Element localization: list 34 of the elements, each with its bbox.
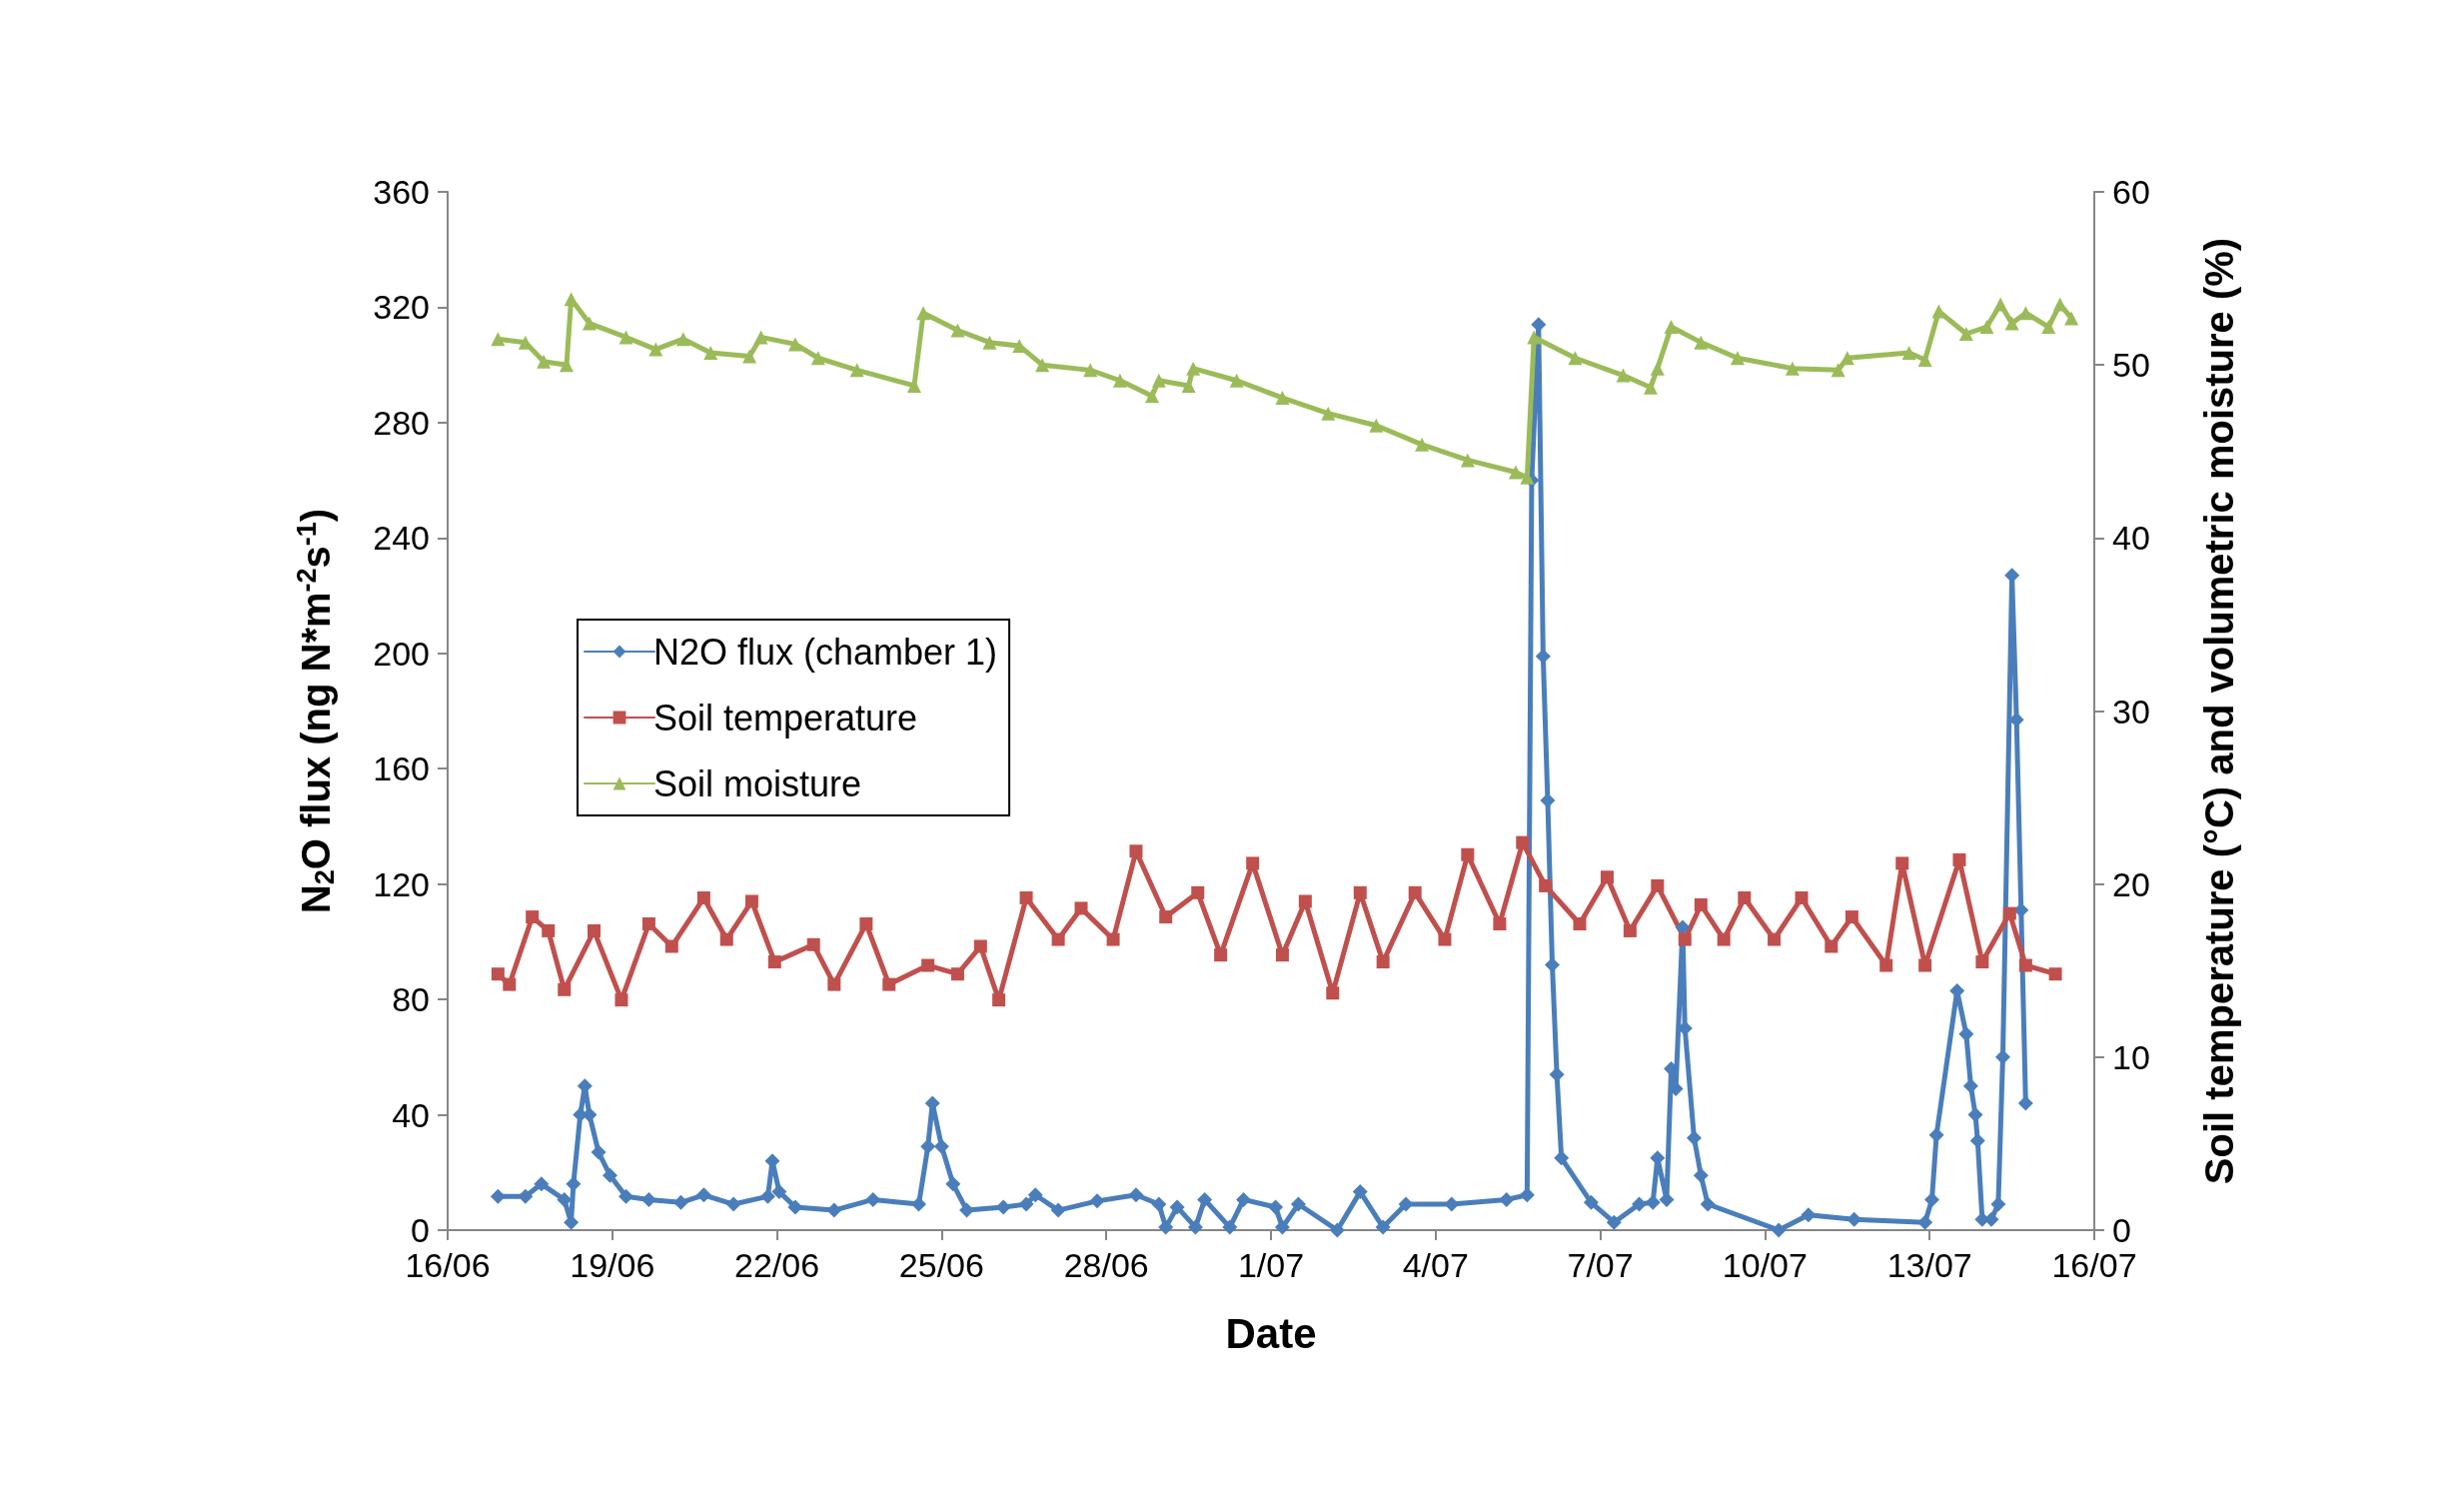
legend-label: Soil moisture [653, 762, 862, 804]
x-tick-label: 16/06 [405, 1246, 491, 1284]
x-tick-label: 10/07 [1722, 1246, 1808, 1284]
x-tick-label: 1/07 [1237, 1246, 1305, 1284]
y-tick-label: 160 [373, 749, 430, 788]
y-axis-title: N2O flux (ng N*m-2s-1) [291, 508, 340, 914]
y-tick-label: 40 [392, 1095, 430, 1134]
y-tick-label: 280 [373, 403, 430, 442]
x-tick-label: 25/06 [898, 1246, 984, 1284]
legend-label: N2O flux (chamber 1) [653, 631, 998, 673]
y-tick-label: 80 [392, 980, 430, 1019]
y-tick-label: 360 [373, 173, 430, 211]
x-tick-label: 19/06 [570, 1246, 655, 1284]
y-tick-label: 0 [411, 1211, 430, 1249]
y2-tick-label: 0 [2112, 1211, 2131, 1249]
x-tick-label: 22/06 [734, 1246, 820, 1284]
y2-tick-label: 10 [2112, 1037, 2150, 1076]
y2-tick-label: 20 [2112, 864, 2150, 903]
y2-tick-label: 50 [2112, 346, 2150, 385]
y2-tick-label: 30 [2112, 692, 2150, 731]
x-tick-label: 13/07 [1886, 1246, 1972, 1284]
x-tick-label: 16/07 [2051, 1246, 2137, 1284]
y-tick-label: 320 [373, 288, 430, 327]
y2-tick-label: 60 [2112, 173, 2150, 211]
y2-axis-title: Soil temperature (°C) and volumetric moisture (%) [2197, 237, 2241, 1185]
y-tick-label: 200 [373, 634, 430, 673]
x-axis-title: Date [1225, 1309, 1317, 1357]
y-tick-label: 120 [373, 864, 430, 903]
x-tick-label: 7/07 [1567, 1246, 1634, 1284]
x-tick-label: 28/06 [1063, 1246, 1149, 1284]
x-tick-label: 4/07 [1402, 1246, 1469, 1284]
legend-label: Soil temperature [653, 697, 918, 739]
y2-tick-label: 40 [2112, 519, 2150, 558]
y-tick-label: 240 [373, 519, 430, 558]
